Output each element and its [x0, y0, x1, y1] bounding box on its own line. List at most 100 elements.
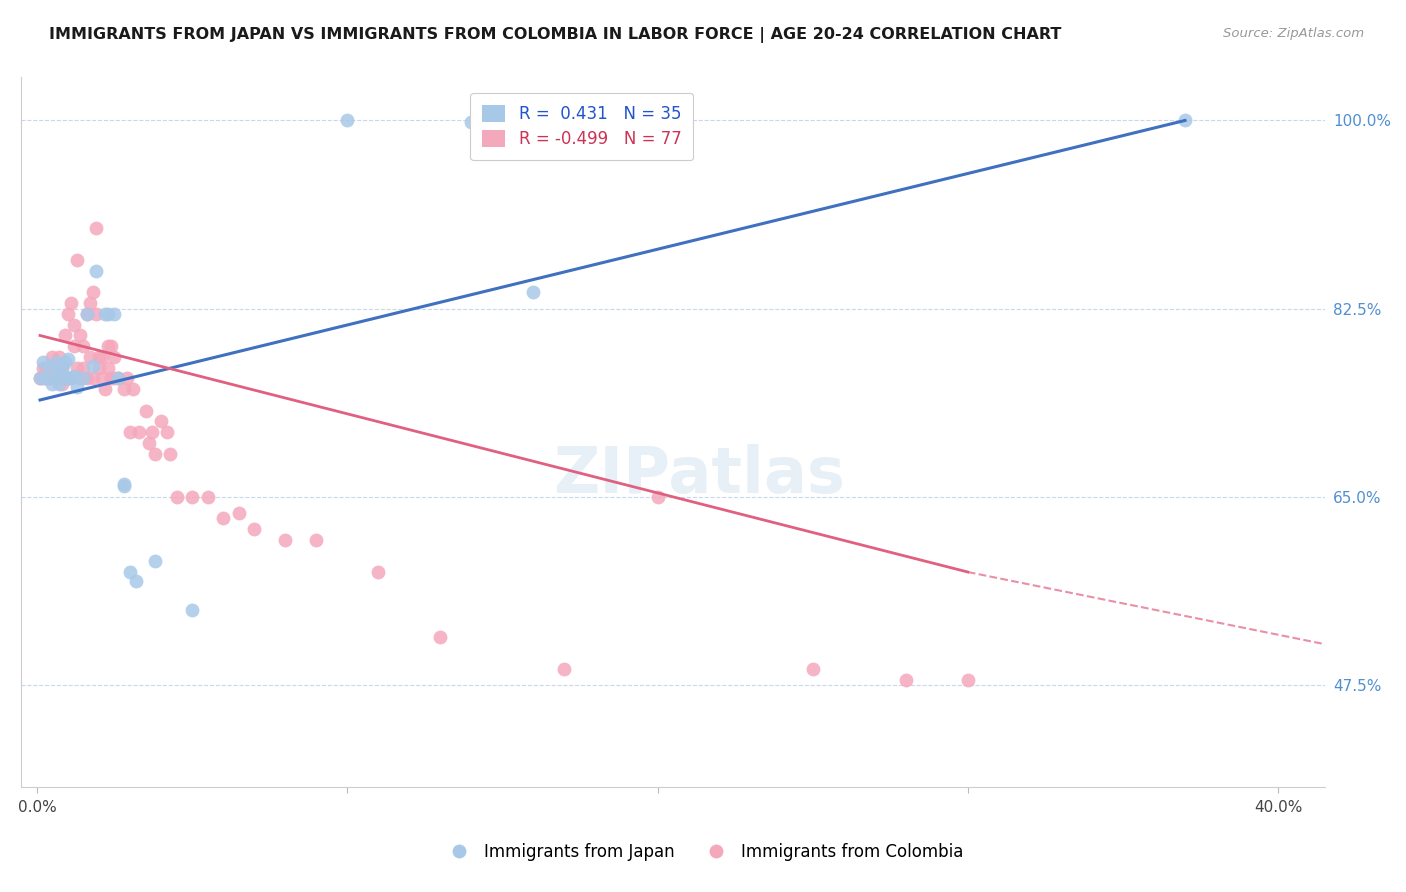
Point: [66, 380, 89, 394]
Text: IMMIGRANTS FROM JAPAN VS IMMIGRANTS FROM COLOMBIA IN LABOR FORCE | AGE 20-24 COR: IMMIGRANTS FROM JAPAN VS IMMIGRANTS FROM…: [49, 27, 1062, 43]
Point: [51, 360, 73, 375]
Point: [103, 371, 125, 385]
Point: [32, 371, 55, 385]
Point: [553, 662, 575, 676]
Point: [118, 425, 141, 440]
Point: [38, 360, 60, 375]
Point: [100, 339, 122, 353]
Point: [76, 307, 98, 321]
Point: [35, 360, 58, 375]
Point: [56, 371, 79, 385]
Point: [35, 371, 58, 385]
Point: [84, 307, 107, 321]
Point: [38, 371, 60, 385]
Point: [141, 425, 163, 440]
Legend: R =  0.431   N = 35, R = -0.499   N = 77: R = 0.431 N = 35, R = -0.499 N = 77: [471, 93, 693, 160]
Point: [135, 403, 157, 417]
Point: [107, 371, 129, 385]
Point: [53, 355, 76, 369]
Point: [66, 253, 89, 268]
Point: [647, 490, 669, 504]
Point: [143, 554, 166, 568]
Point: [79, 350, 101, 364]
Text: Source: ZipAtlas.com: Source: ZipAtlas.com: [1223, 27, 1364, 40]
Point: [82, 285, 104, 300]
Point: [44, 371, 66, 385]
Point: [48, 376, 70, 391]
Point: [143, 447, 166, 461]
Point: [28, 371, 51, 385]
Point: [44, 371, 66, 385]
Point: [100, 371, 122, 385]
Point: [212, 511, 235, 525]
Point: [166, 490, 188, 504]
Point: [63, 369, 86, 384]
Point: [150, 415, 173, 429]
Point: [128, 425, 150, 440]
Point: [41, 371, 63, 385]
Point: [44, 355, 66, 369]
Point: [107, 371, 129, 385]
Point: [53, 371, 76, 385]
Point: [305, 533, 328, 547]
Point: [94, 307, 117, 321]
Point: [122, 382, 145, 396]
Point: [112, 382, 135, 396]
Point: [56, 307, 79, 321]
Point: [60, 371, 83, 385]
Point: [118, 565, 141, 579]
Point: [894, 673, 917, 687]
Point: [97, 339, 120, 353]
Point: [76, 307, 98, 321]
Point: [97, 307, 120, 321]
Point: [460, 114, 482, 128]
Point: [53, 328, 76, 343]
Point: [956, 673, 979, 687]
Point: [87, 360, 110, 375]
Point: [82, 359, 104, 373]
Point: [38, 371, 60, 385]
Point: [94, 382, 117, 396]
Point: [97, 360, 120, 375]
Point: [63, 339, 86, 353]
Point: [51, 376, 73, 391]
Point: [801, 662, 824, 676]
Point: [32, 360, 55, 375]
Point: [522, 285, 544, 300]
Point: [84, 221, 107, 235]
Point: [76, 371, 98, 385]
Point: [159, 447, 181, 461]
Legend: Immigrants from Japan, Immigrants from Colombia: Immigrants from Japan, Immigrants from C…: [436, 837, 970, 868]
Point: [125, 574, 148, 588]
Point: [181, 602, 204, 616]
Text: ZIPatlas: ZIPatlas: [553, 444, 845, 506]
Point: [274, 533, 297, 547]
Point: [32, 355, 55, 369]
Point: [69, 371, 91, 385]
Point: [1174, 113, 1197, 128]
Point: [336, 113, 359, 128]
Point: [243, 522, 266, 536]
Point: [28, 371, 51, 385]
Point: [35, 371, 58, 385]
Point: [72, 360, 94, 375]
Point: [60, 296, 83, 310]
Point: [79, 296, 101, 310]
Point: [112, 479, 135, 493]
Point: [41, 376, 63, 391]
Point: [138, 436, 160, 450]
Point: [56, 352, 79, 367]
Point: [72, 371, 94, 385]
Point: [91, 371, 114, 385]
Point: [51, 360, 73, 375]
Point: [367, 565, 389, 579]
Point: [82, 371, 104, 385]
Point: [115, 371, 138, 385]
Point: [228, 506, 250, 520]
Point: [84, 264, 107, 278]
Point: [60, 371, 83, 385]
Point: [56, 371, 79, 385]
Point: [44, 360, 66, 375]
Point: [103, 307, 125, 321]
Point: [103, 350, 125, 364]
